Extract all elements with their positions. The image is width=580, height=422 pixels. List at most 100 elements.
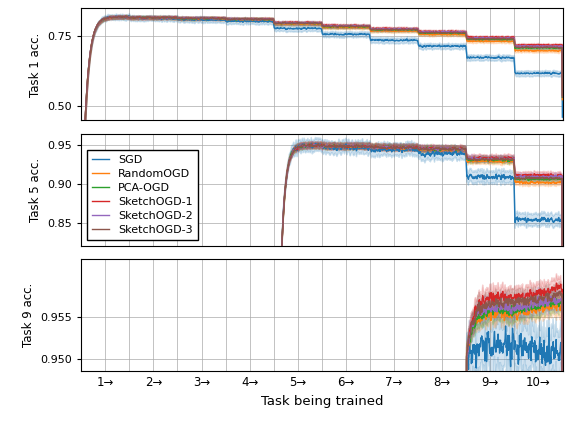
- Line: SketchOGD-2: SketchOGD-2: [466, 296, 563, 422]
- SGD: [299, 26, 306, 31]
- SketchOGD-2: [559, 94, 566, 99]
- PCA-OGD: [428, 145, 435, 150]
- SketchOGD-2: [102, 16, 109, 21]
- RandomOGD: [303, 142, 310, 147]
- SketchOGD-3: [532, 294, 539, 299]
- Line: SketchOGD-1: SketchOGD-1: [81, 16, 563, 243]
- SGD: [533, 343, 540, 348]
- SketchOGD-1: [545, 42, 552, 47]
- SketchOGD-3: [457, 30, 464, 35]
- Line: RandomOGD: RandomOGD: [81, 16, 563, 243]
- RandomOGD: [120, 14, 127, 19]
- PCA-OGD: [102, 16, 109, 21]
- SketchOGD-2: [523, 308, 530, 313]
- PCA-OGD: [545, 46, 552, 51]
- PCA-OGD: [545, 45, 552, 50]
- SketchOGD-2: [428, 146, 435, 151]
- SketchOGD-2: [545, 44, 552, 49]
- SketchOGD-1: [457, 29, 464, 34]
- SGD: [501, 341, 508, 346]
- SketchOGD-3: [299, 21, 306, 26]
- SketchOGD-1: [523, 293, 530, 298]
- SketchOGD-2: [501, 300, 508, 306]
- SketchOGD-1: [102, 16, 109, 21]
- Line: SGD: SGD: [81, 16, 563, 243]
- SketchOGD-1: [299, 20, 306, 25]
- SketchOGD-3: [557, 289, 564, 294]
- X-axis label: Task being trained: Task being trained: [260, 395, 383, 408]
- Line: RandomOGD: RandomOGD: [274, 145, 563, 422]
- Line: RandomOGD: RandomOGD: [466, 300, 563, 422]
- SketchOGD-2: [309, 143, 316, 148]
- SGD: [312, 141, 319, 146]
- Line: PCA-OGD: PCA-OGD: [274, 144, 563, 422]
- SketchOGD-1: [494, 296, 501, 301]
- Line: SketchOGD-2: SketchOGD-2: [81, 16, 563, 244]
- PCA-OGD: [396, 145, 403, 150]
- PCA-OGD: [312, 21, 319, 26]
- SGD: [559, 115, 566, 120]
- Y-axis label: Task 9 acc.: Task 9 acc.: [22, 283, 35, 347]
- RandomOGD: [309, 144, 316, 149]
- SketchOGD-3: [78, 241, 85, 246]
- SGD: [125, 13, 132, 18]
- SketchOGD-3: [319, 143, 326, 149]
- SGD: [319, 143, 326, 148]
- SGD: [494, 337, 501, 342]
- SketchOGD-1: [319, 143, 326, 148]
- RandomOGD: [422, 147, 429, 152]
- RandomOGD: [501, 318, 508, 323]
- SketchOGD-3: [115, 14, 122, 19]
- SketchOGD-3: [494, 298, 501, 303]
- SketchOGD-2: [312, 21, 319, 26]
- SketchOGD-3: [309, 142, 316, 147]
- RandomOGD: [559, 97, 566, 102]
- RandomOGD: [545, 48, 552, 53]
- Y-axis label: Task 1 acc.: Task 1 acc.: [29, 32, 42, 97]
- SketchOGD-2: [532, 300, 539, 305]
- SketchOGD-1: [309, 142, 316, 147]
- SketchOGD-3: [315, 141, 322, 146]
- SGD: [457, 43, 464, 49]
- RandomOGD: [78, 241, 85, 246]
- PCA-OGD: [552, 295, 559, 300]
- RandomOGD: [299, 22, 306, 27]
- SketchOGD-3: [559, 95, 566, 100]
- RandomOGD: [532, 309, 539, 314]
- PCA-OGD: [319, 143, 326, 149]
- RandomOGD: [494, 308, 501, 313]
- SketchOGD-2: [559, 350, 566, 355]
- Line: SketchOGD-1: SketchOGD-1: [274, 144, 563, 422]
- SketchOGD-1: [559, 349, 566, 354]
- SketchOGD-2: [396, 144, 403, 149]
- SketchOGD-3: [396, 145, 403, 150]
- SketchOGD-1: [309, 141, 316, 146]
- SketchOGD-1: [474, 302, 481, 307]
- SketchOGD-3: [312, 20, 319, 25]
- SketchOGD-1: [121, 14, 128, 19]
- SketchOGD-1: [532, 294, 539, 299]
- PCA-OGD: [305, 142, 312, 147]
- SGD: [428, 152, 435, 157]
- SketchOGD-1: [559, 93, 566, 98]
- RandomOGD: [319, 145, 326, 150]
- SketchOGD-2: [121, 14, 128, 19]
- Line: SketchOGD-3: SketchOGD-3: [81, 16, 563, 243]
- SketchOGD-3: [532, 300, 539, 306]
- SGD: [545, 70, 552, 76]
- SGD: [309, 143, 316, 149]
- RandomOGD: [532, 308, 539, 314]
- Line: SketchOGD-1: SketchOGD-1: [466, 283, 563, 422]
- PCA-OGD: [299, 21, 306, 26]
- PCA-OGD: [501, 308, 508, 314]
- SketchOGD-3: [102, 16, 109, 21]
- PCA-OGD: [523, 305, 530, 310]
- SGD: [78, 241, 85, 246]
- SGD: [532, 353, 539, 358]
- RandomOGD: [545, 49, 552, 54]
- SketchOGD-2: [78, 241, 85, 246]
- RandomOGD: [559, 354, 566, 359]
- SketchOGD-1: [78, 241, 85, 246]
- SketchOGD-3: [422, 146, 429, 151]
- SGD: [368, 148, 375, 153]
